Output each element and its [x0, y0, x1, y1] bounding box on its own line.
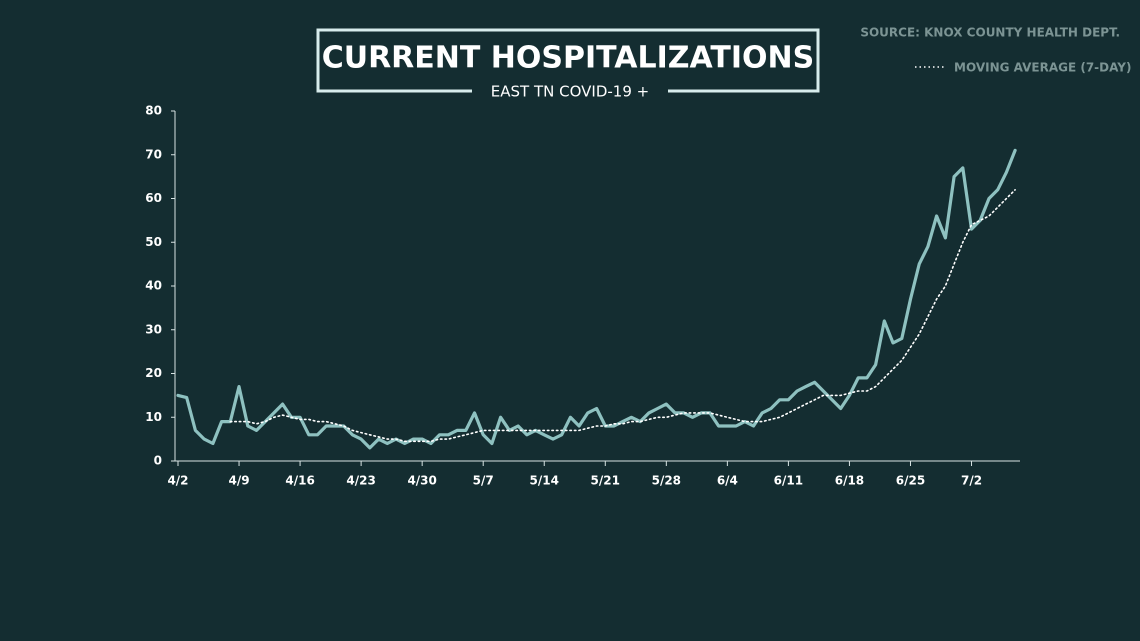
chart-subtitle: EAST TN COVID-19 +: [491, 83, 649, 101]
series-line: [229, 189, 1016, 443]
subtitle-backdrop: [472, 80, 668, 102]
y-tick-label: 50: [145, 235, 162, 249]
y-tick-label: 0: [154, 454, 162, 468]
y-tick-label: 70: [145, 147, 162, 161]
source-note: SOURCE: KNOX COUNTY HEALTH DEPT.: [860, 26, 1120, 40]
y-tick-label: 40: [145, 279, 162, 293]
y-tick-label: 30: [145, 322, 162, 336]
y-tick-label: 20: [145, 366, 162, 380]
x-tick-label: 4/23: [346, 474, 375, 488]
y-tick-label: 10: [145, 410, 162, 424]
x-tick-label: 4/9: [228, 474, 249, 488]
x-tick-label: 5/21: [591, 474, 620, 488]
x-tick-label: 5/7: [473, 474, 494, 488]
legend-label: MOVING AVERAGE (7-DAY): [954, 61, 1131, 75]
series-line: [176, 148, 1017, 450]
x-tick-label: 4/30: [407, 474, 436, 488]
x-tick-label: 4/16: [285, 474, 314, 488]
x-tick-label: 5/14: [530, 474, 559, 488]
y-tick-label: 80: [145, 104, 162, 118]
y-tick-label: 60: [145, 191, 162, 205]
x-tick-label: 4/2: [167, 474, 188, 488]
chart-title: CURRENT HOSPITALIZATIONS: [322, 41, 815, 76]
x-tick-label: 6/4: [717, 474, 738, 488]
x-tick-label: 6/18: [835, 474, 864, 488]
x-tick-label: 5/28: [652, 474, 681, 488]
x-tick-label: 7/2: [961, 474, 982, 488]
x-tick-label: 6/25: [896, 474, 925, 488]
x-tick-label: 6/11: [774, 474, 803, 488]
